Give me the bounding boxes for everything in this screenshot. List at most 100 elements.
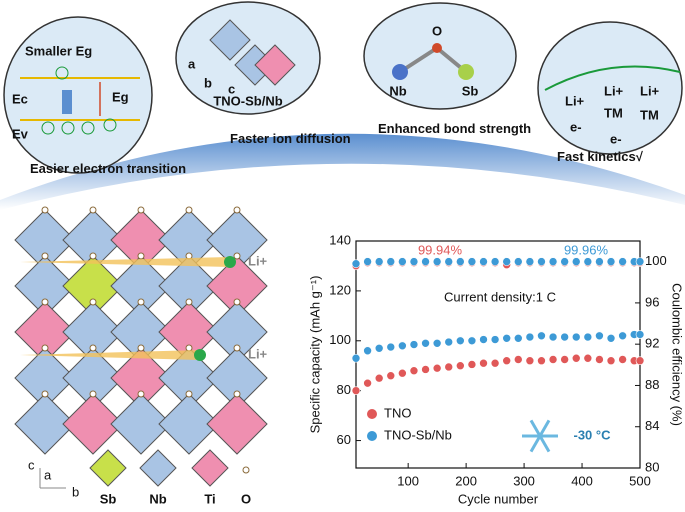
atom: [432, 43, 442, 53]
panel-label: Li+: [640, 83, 660, 98]
data-point: [548, 355, 558, 364]
data-point: [456, 257, 465, 266]
oxygen: [41, 252, 49, 260]
data-point: [560, 332, 569, 342]
data-point: [502, 356, 511, 366]
data-point: [635, 356, 645, 366]
data-point: [363, 257, 372, 266]
oxygen: [185, 344, 193, 352]
legend-swatch: [242, 466, 250, 474]
chart: 100 200 300 400 500 60 80 100 120 140 80 84 88 92 96 10…: [307, 232, 684, 506]
axis-label: b: [72, 484, 79, 499]
panel-label: TNO-Sb/Nb: [213, 93, 282, 108]
data-point: [635, 330, 645, 339]
oxygen: [233, 298, 241, 306]
panel-label: a: [188, 56, 196, 71]
panel-label: Eg: [112, 89, 129, 104]
annotation: Current density:1 C: [444, 289, 556, 304]
electron: [41, 121, 55, 135]
oxygen: [41, 298, 49, 306]
data-point: [525, 257, 535, 266]
data-point: [525, 332, 535, 342]
li-ion: [194, 349, 206, 361]
data-point: [386, 257, 396, 266]
legend-swatch: [191, 449, 229, 487]
oxygen: [41, 206, 49, 214]
data-point: [513, 355, 523, 364]
data-point: [398, 257, 407, 266]
x-tick-label: 300: [513, 473, 535, 488]
data-point: [456, 361, 465, 371]
y2-tick-label: 92: [645, 336, 659, 351]
oxygen: [89, 390, 97, 398]
ion-path: [20, 350, 200, 360]
data-point: [409, 257, 419, 266]
data-point: [386, 342, 396, 352]
data-point: [374, 373, 384, 383]
oxygen: [233, 344, 241, 352]
caption-text: Enhanced bond strength: [378, 121, 531, 136]
data-point: [606, 333, 616, 343]
data-point: [351, 386, 361, 395]
electron: [61, 121, 75, 135]
data-point: [467, 257, 477, 266]
data-point: [571, 353, 581, 363]
legend-label: Sb: [100, 491, 117, 506]
data-point: [560, 355, 569, 364]
data-point: [618, 257, 627, 266]
caption-text: Fast kinetics√: [557, 149, 644, 164]
panel-oval: [537, 21, 683, 155]
x-tick-label: 200: [455, 473, 477, 488]
electron: [81, 121, 95, 135]
oxygen: [233, 252, 241, 260]
legend-marker: [367, 409, 377, 419]
ion-label: Li+: [248, 253, 268, 268]
oxygen: [137, 206, 145, 214]
data-point: [490, 257, 500, 266]
interface: [544, 65, 681, 91]
data-point: [560, 257, 569, 266]
ion-label: Li+: [248, 346, 268, 361]
data-point: [571, 257, 581, 266]
axis-label: c: [28, 457, 35, 472]
x-tick-label: 500: [629, 473, 651, 488]
data-point: [432, 363, 442, 373]
legend-marker: [367, 431, 377, 441]
panel-label: Sb: [462, 83, 479, 98]
y2-tick-label: 100: [645, 253, 667, 268]
data-point: [595, 331, 604, 341]
ion-path: [20, 257, 230, 267]
y2-tick-label: 80: [645, 459, 659, 474]
data-point: [513, 257, 523, 266]
legend-swatch: [89, 449, 127, 487]
data-point: [525, 356, 535, 366]
panel-label: Li+: [604, 83, 624, 98]
legend-label: O: [241, 491, 251, 506]
panel-label: Nb: [389, 83, 406, 98]
y2-tick-label: 84: [645, 418, 659, 433]
panel-label: e-: [610, 131, 622, 146]
legend-label: Nb: [149, 491, 166, 506]
data-point: [618, 355, 627, 364]
axis-label: a: [44, 467, 52, 482]
x-axis-label: Cycle number: [458, 491, 539, 506]
oxygen: [185, 298, 193, 306]
transition-arrow: [62, 90, 72, 114]
data-point: [479, 358, 488, 368]
panel-label: Li+: [565, 93, 585, 108]
atom: [392, 64, 408, 80]
oxygen: [137, 252, 145, 260]
y-tick-label: 140: [329, 232, 351, 247]
panel-label: Smaller Eg: [25, 43, 92, 58]
oxygen: [89, 252, 97, 260]
data-point: [479, 335, 488, 344]
data-point: [583, 332, 593, 342]
electron: [103, 118, 117, 132]
caption-text: Easier electron transition: [30, 161, 186, 176]
crystal-structure: [14, 206, 268, 489]
snowflake: [529, 419, 551, 453]
data-point: [537, 356, 546, 366]
panel-label: c: [228, 81, 235, 96]
octahedron: [62, 393, 124, 455]
